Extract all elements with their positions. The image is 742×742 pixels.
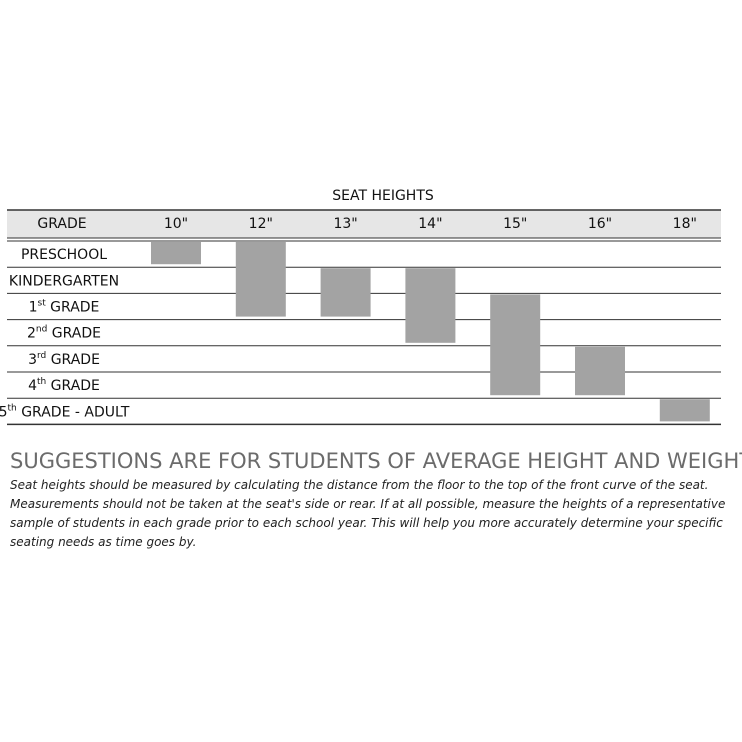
row-label: 4th GRADE — [28, 377, 100, 395]
ordinal-suffix: rd — [37, 350, 46, 360]
note-line: Measurements should not be taken at the … — [10, 497, 725, 511]
row-label: 2nd GRADE — [27, 324, 101, 342]
grade-text: GRADE — [46, 300, 100, 316]
column-header: 10" — [164, 216, 188, 232]
grade-text: KINDERGARTEN — [9, 273, 119, 289]
fit-block — [235, 242, 286, 317]
grade-text: GRADE — [46, 378, 100, 394]
fit-block — [405, 268, 456, 343]
note-heading: SUGGESTIONS ARE FOR STUDENTS OF AVERAGE … — [10, 449, 742, 473]
header-bg — [7, 210, 721, 238]
grade-text: GRADE - ADULT — [17, 404, 130, 420]
header-grade: GRADE — [37, 216, 86, 232]
column-header: 16" — [588, 216, 612, 232]
ordinal-suffix: nd — [36, 324, 47, 334]
ordinal-suffix: th — [8, 403, 17, 413]
column-header: 12" — [249, 216, 273, 232]
ordinal: 5 — [0, 404, 8, 420]
ordinal: 2 — [27, 326, 36, 342]
fit-block — [320, 268, 371, 317]
column-header: 15" — [503, 216, 527, 232]
column-header: 13" — [333, 216, 357, 232]
fit-block — [575, 346, 625, 396]
ordinal: 1 — [29, 300, 38, 316]
column-header: 14" — [418, 216, 442, 232]
fit-block — [151, 242, 201, 265]
row-label: 3rd GRADE — [28, 350, 100, 368]
column-header: 18" — [673, 216, 697, 232]
row-label: 1st GRADE — [29, 298, 100, 316]
row-label: 5th GRADE - ADULT — [0, 403, 130, 421]
ordinal-suffix: st — [38, 298, 47, 308]
ordinal-suffix: th — [37, 377, 46, 387]
note-line: seating needs as time goes by. — [10, 535, 196, 549]
note-line: sample of students in each grade prior t… — [10, 516, 723, 530]
grade-text: GRADE — [47, 326, 101, 342]
table-title: SEAT HEIGHTS — [332, 188, 434, 204]
ordinal: 3 — [28, 352, 37, 368]
fit-block — [490, 294, 541, 396]
note-line: Seat heights should be measured by calcu… — [10, 478, 708, 492]
ordinal: 4 — [28, 378, 37, 394]
grade-text: GRADE — [46, 352, 100, 368]
row-label: PRESCHOOL — [21, 247, 107, 263]
grade-text: PRESCHOOL — [21, 247, 107, 263]
row-label: KINDERGARTEN — [9, 273, 119, 289]
fit-block — [659, 399, 710, 422]
